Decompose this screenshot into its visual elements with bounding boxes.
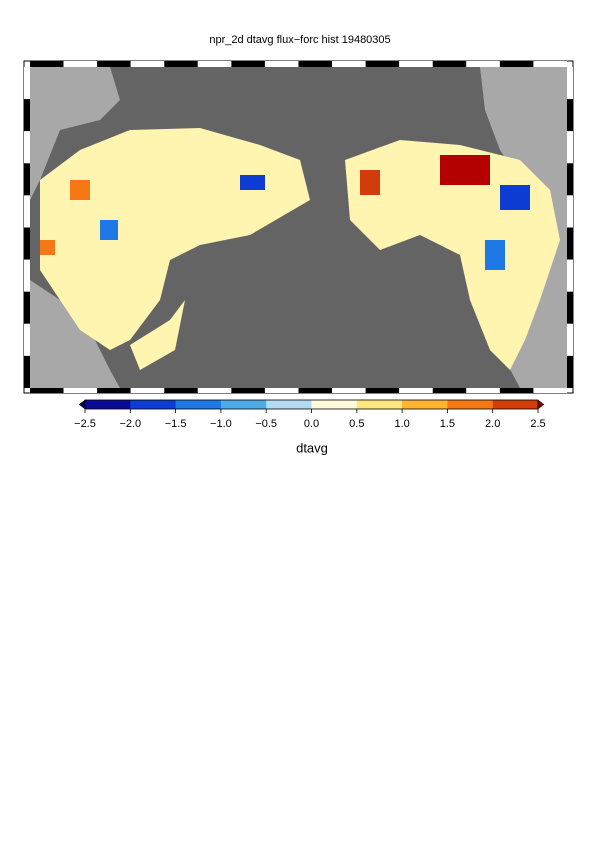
colorbar-segment bbox=[311, 400, 358, 409]
frame-segment bbox=[24, 99, 30, 132]
colorbar-tick-label: 2.0 bbox=[485, 418, 500, 430]
frame-segment bbox=[466, 61, 500, 67]
frame-segment bbox=[533, 61, 567, 67]
frame-segment bbox=[24, 67, 30, 100]
colorbar-tick-label: 0.0 bbox=[304, 418, 319, 430]
frame-segment bbox=[432, 388, 467, 393]
land bbox=[480, 67, 567, 388]
colorbar-tick-label: −2.5 bbox=[74, 418, 96, 430]
frame-segment bbox=[567, 259, 573, 292]
frame-segment bbox=[197, 61, 232, 67]
frame-segment bbox=[24, 323, 30, 356]
colorbar-tick-label: 2.5 bbox=[530, 418, 545, 430]
colorbar-tick-label: 0.5 bbox=[349, 418, 364, 430]
colorbar-segment bbox=[266, 400, 312, 409]
data-patch bbox=[485, 240, 505, 270]
colorbar: −2.5 −2.0 −1.5 −1.0 −0.5 0.0 0.5 1.0 1.5 2.0 2.5 bbox=[74, 399, 546, 430]
land bbox=[30, 280, 120, 388]
colorbar-segment bbox=[130, 400, 177, 409]
frame-segment bbox=[567, 67, 573, 100]
frame-segment bbox=[365, 61, 400, 67]
land bbox=[30, 67, 120, 200]
frame-segment bbox=[567, 99, 573, 132]
frame-segment bbox=[24, 131, 30, 164]
colorbar-tick-label: −2.0 bbox=[119, 418, 141, 430]
frame-segment bbox=[24, 195, 30, 228]
colorbar-segment bbox=[220, 400, 267, 409]
frame-segment bbox=[533, 388, 567, 393]
frame-segment bbox=[197, 388, 232, 393]
frame-segment bbox=[264, 61, 299, 67]
frame-segment bbox=[30, 61, 64, 67]
frame-segment bbox=[97, 61, 131, 67]
colorbar-under bbox=[78, 399, 86, 410]
frame-segment bbox=[332, 388, 366, 393]
data-patch bbox=[70, 180, 90, 200]
colorbar-tick-label: 1.5 bbox=[440, 418, 455, 430]
frame-segment bbox=[264, 388, 299, 393]
frame-segment bbox=[130, 388, 165, 393]
frame-segment bbox=[399, 388, 433, 393]
colorbar-tick-label: 1.0 bbox=[394, 418, 409, 430]
frame-segment bbox=[298, 61, 333, 67]
colorbar-tick-label: −1.5 bbox=[165, 418, 187, 430]
data-patch bbox=[100, 220, 118, 240]
data-patch bbox=[40, 240, 55, 255]
frame-segment bbox=[298, 388, 333, 393]
colorbar-tick-label: −0.5 bbox=[255, 418, 277, 430]
data-patch bbox=[500, 185, 530, 210]
plot-title: npr_2d dtavg flux−forc hist 19480305 bbox=[209, 34, 390, 46]
frame-segment bbox=[63, 61, 98, 67]
frame-segment bbox=[567, 227, 573, 260]
colorbar-segment bbox=[402, 400, 448, 409]
colorbar-segment bbox=[447, 400, 494, 409]
frame-segment bbox=[24, 259, 30, 292]
frame-segment bbox=[567, 355, 573, 388]
frame-segment bbox=[332, 61, 366, 67]
frame-segment bbox=[63, 388, 98, 393]
frame-segment bbox=[24, 227, 30, 260]
frame-segment bbox=[499, 61, 534, 67]
data-patch bbox=[240, 175, 265, 190]
frame-segment bbox=[97, 388, 131, 393]
frame-segment bbox=[231, 388, 265, 393]
frame-segment bbox=[24, 355, 30, 388]
colorbar-segment bbox=[356, 400, 403, 409]
data-patch bbox=[360, 170, 380, 195]
frame-segment bbox=[567, 323, 573, 356]
frame-segment bbox=[499, 388, 534, 393]
colorbar-segment bbox=[175, 400, 222, 409]
colorbar-over bbox=[537, 399, 545, 410]
frame-segment bbox=[164, 388, 198, 393]
frame-segment bbox=[30, 388, 64, 393]
frame-segment bbox=[399, 61, 433, 67]
data-patch bbox=[440, 155, 490, 185]
colorbar-tick-label: −1.0 bbox=[210, 418, 232, 430]
frame-segment bbox=[567, 195, 573, 228]
map bbox=[23, 60, 574, 394]
frame-segment bbox=[130, 61, 165, 67]
frame-segment bbox=[24, 291, 30, 324]
frame-segment bbox=[164, 61, 198, 67]
frame-ticks bbox=[24, 61, 573, 393]
data-region bbox=[130, 300, 185, 370]
colorbar-segment bbox=[492, 400, 539, 409]
frame-segment bbox=[567, 131, 573, 164]
frame-segment bbox=[365, 388, 400, 393]
frame-segment bbox=[231, 61, 265, 67]
colorbar-segment bbox=[85, 400, 131, 409]
frame-segment bbox=[567, 291, 573, 324]
frame-segment bbox=[466, 388, 500, 393]
frame-segment bbox=[24, 163, 30, 196]
frame-segment bbox=[567, 163, 573, 196]
colorbar-label: dtavg bbox=[296, 440, 328, 455]
frame-segment bbox=[432, 61, 467, 67]
